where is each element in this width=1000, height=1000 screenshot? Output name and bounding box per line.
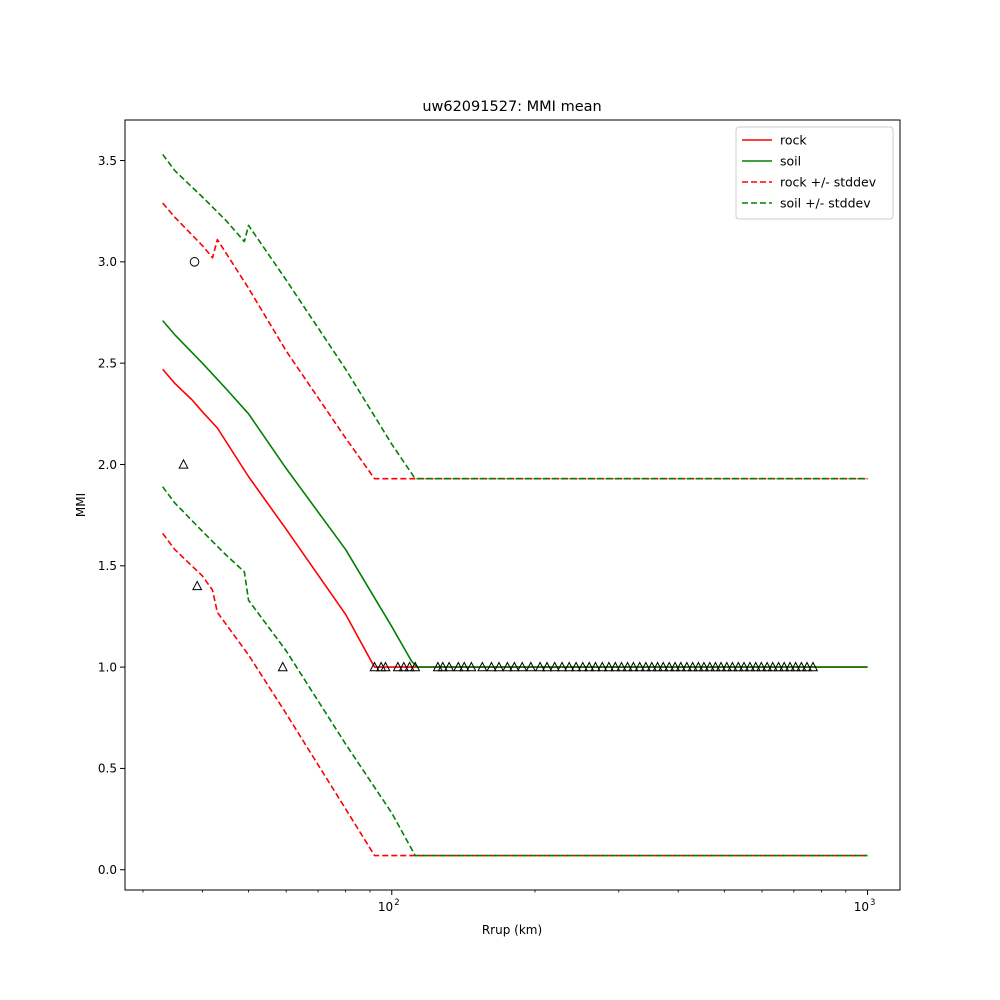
- observation-triangle-39: [640, 661, 651, 672]
- observation-triangle-52: [715, 661, 727, 672]
- observation-triangle-23: [534, 661, 546, 672]
- series-line-0-rock: [162, 368, 868, 668]
- observation-triangle-53: [721, 661, 732, 672]
- observation-triangle-46: [681, 661, 692, 672]
- observation-triangle-25: [549, 661, 560, 672]
- observation-triangle-1: [192, 580, 203, 591]
- observation-triangle-48: [693, 661, 704, 672]
- observation-triangle-3: [369, 661, 380, 672]
- observation-triangle-9: [410, 661, 421, 672]
- observation-triangle-27: [564, 661, 575, 672]
- observation-triangle-36: [622, 661, 633, 672]
- observation-triangle-0: [178, 458, 189, 469]
- observation-triangle-15: [466, 661, 477, 672]
- observation-triangle-49: [698, 661, 710, 672]
- y-tick-label: 3.0: [98, 255, 117, 269]
- observation-triangle-13: [453, 661, 464, 672]
- observation-triangle-28: [570, 661, 582, 672]
- observation-triangle-42: [658, 661, 669, 672]
- legend-label-rock-stddev: rock +/- stddev: [780, 175, 877, 190]
- y-tick-label: 0.5: [98, 762, 117, 776]
- observation-triangle-41: [652, 661, 663, 672]
- observation-triangle-33: [603, 661, 615, 672]
- observation-triangle-14: [459, 661, 470, 672]
- observation-triangle-43: [664, 661, 675, 672]
- legend-label-rock: rock: [780, 133, 807, 148]
- observation-triangle-47: [687, 661, 698, 672]
- y-tick-label: 3.5: [98, 154, 117, 168]
- observation-triangle-18: [493, 661, 505, 672]
- observation-triangle-56: [738, 661, 750, 672]
- observation-triangle-38: [634, 661, 645, 672]
- observation-triangle-19: [502, 661, 513, 672]
- observation-triangle-16: [477, 661, 488, 672]
- observation-triangle-67: [801, 661, 813, 672]
- observation-triangle-11: [437, 661, 448, 672]
- observation-triangle-37: [628, 661, 639, 672]
- observation-triangle-32: [597, 661, 608, 672]
- observation-triangle-22: [525, 661, 536, 672]
- y-tick-label: 0.0: [98, 863, 117, 877]
- series-line-2-rock-stddev: [162, 202, 868, 480]
- x-axis-label: Rrup (km): [482, 923, 542, 937]
- observation-triangle-2: [277, 661, 288, 672]
- observation-triangle-50: [704, 661, 715, 672]
- y-axis-label: MMI: [74, 493, 88, 517]
- observation-triangle-35: [616, 661, 627, 672]
- observation-triangle-31: [590, 661, 601, 672]
- y-tick-label: 1.0: [98, 660, 117, 674]
- observation-triangle-60: [761, 661, 773, 672]
- observation-triangle-24: [541, 661, 553, 672]
- observation-triangle-7: [398, 661, 409, 672]
- observation-triangle-6: [392, 661, 403, 672]
- series-line-4-soil-stddev: [162, 153, 868, 480]
- y-axis: 0.0 0.5 1.0 1.5 2.0 2.5 3.0 3.5: [98, 154, 125, 877]
- observation-triangle-66: [796, 661, 807, 672]
- observation-triangle-20: [509, 661, 520, 672]
- observation-triangle-62: [773, 661, 784, 672]
- legend-label-soil-stddev: soil +/- stddev: [780, 196, 871, 211]
- observation-triangle-68: [807, 661, 819, 672]
- series-line-5: [162, 486, 868, 857]
- observation-triangle-57: [744, 661, 756, 672]
- observation-triangle-29: [577, 661, 588, 672]
- legend-label-soil: soil: [780, 154, 801, 169]
- observation-triangle-40: [646, 661, 657, 672]
- observation-triangle-10: [432, 661, 443, 672]
- observation-triangle-55: [733, 661, 744, 672]
- observation-triangle-45: [675, 661, 686, 672]
- observation-triangle-8: [404, 661, 415, 672]
- observation-triangle-34: [610, 661, 621, 672]
- y-tick-label: 2.0: [98, 458, 117, 472]
- series-line-1-soil: [162, 320, 868, 668]
- y-tick-label: 2.5: [98, 356, 117, 370]
- observation-triangle-64: [784, 661, 796, 672]
- observation-circle-0: [189, 257, 200, 267]
- observation-triangle-44: [669, 661, 681, 672]
- observation-triangle-63: [779, 661, 790, 672]
- observation-triangle-61: [767, 661, 778, 672]
- y-tick-label: 1.5: [98, 559, 117, 573]
- observation-triangle-51: [710, 661, 721, 672]
- observation-triangle-26: [556, 661, 568, 672]
- chart-title: uw62091527: MMI mean: [422, 99, 601, 115]
- observation-triangle-58: [750, 661, 761, 672]
- observation-triangle-54: [727, 661, 738, 672]
- observation-triangle-12: [444, 661, 455, 672]
- observation-triangle-59: [756, 661, 767, 672]
- plot-series: [162, 153, 868, 857]
- observation-triangle-65: [790, 661, 801, 672]
- observation-triangle-30: [584, 661, 595, 672]
- observation-triangle-17: [486, 661, 497, 672]
- plot-markers: [178, 257, 819, 672]
- legend-box: [735, 126, 894, 220]
- observation-triangle-5: [380, 661, 391, 672]
- legend: rock soil rock +/- stddev soil +/- stddev: [735, 126, 894, 220]
- observation-triangle-21: [517, 661, 528, 672]
- series-line-3: [162, 532, 868, 857]
- plot-frame: [124, 119, 901, 891]
